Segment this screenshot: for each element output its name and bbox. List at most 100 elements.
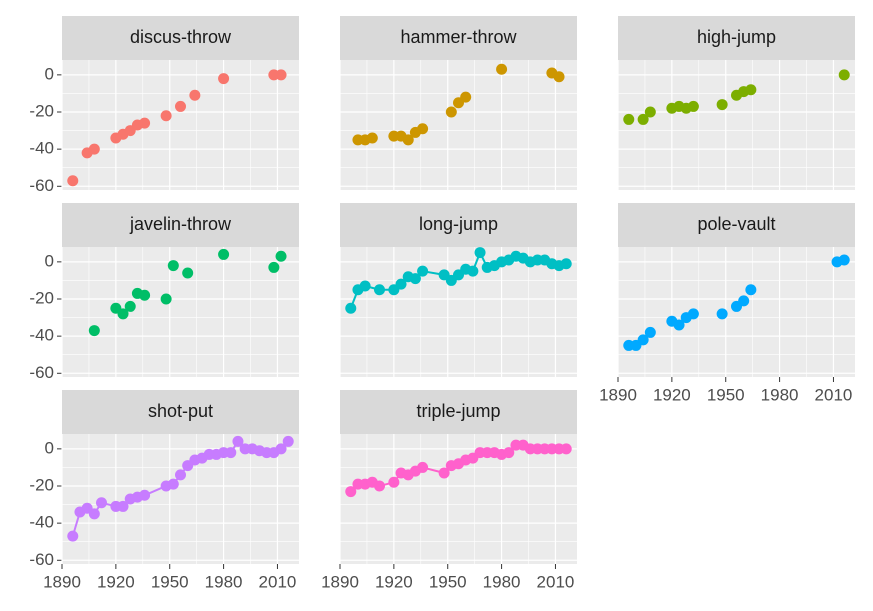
strip [62, 203, 299, 247]
point [474, 247, 486, 259]
point [275, 443, 287, 455]
point [225, 447, 237, 459]
facet-title: shot-put [148, 401, 213, 421]
point [388, 476, 400, 488]
point [687, 100, 699, 112]
point [623, 113, 635, 125]
x-tick-label: 1920 [97, 572, 135, 591]
point [232, 435, 244, 447]
point [88, 143, 100, 155]
point [139, 489, 151, 501]
point [366, 132, 378, 144]
point [88, 325, 100, 337]
strip [618, 16, 855, 60]
point [374, 284, 385, 296]
point [96, 497, 107, 509]
point [438, 467, 450, 479]
point [218, 73, 230, 85]
point [553, 71, 565, 83]
point [124, 300, 136, 312]
x-tick-label: 1920 [653, 385, 691, 404]
point [167, 478, 179, 490]
facet-title: javelin-throw [129, 214, 232, 234]
facet-title: pole-vault [697, 214, 775, 234]
point [175, 469, 186, 481]
point [175, 100, 186, 112]
point [275, 69, 287, 81]
point [417, 461, 429, 473]
facet-title: hammer-throw [400, 27, 517, 47]
y-tick-label: 0 [45, 251, 54, 270]
panel [62, 247, 299, 377]
point [460, 91, 472, 103]
y-tick-label: 0 [45, 64, 54, 83]
strip [62, 16, 299, 60]
x-tick-label: 2010 [259, 572, 297, 591]
point [560, 258, 572, 270]
point [716, 99, 728, 111]
panel [340, 434, 577, 564]
strip [340, 203, 577, 247]
point [687, 308, 699, 320]
point [160, 110, 172, 122]
point [167, 260, 179, 272]
point [673, 319, 685, 331]
x-tick-label: 1920 [375, 572, 413, 591]
point [345, 302, 357, 314]
x-tick-label: 1950 [151, 572, 189, 591]
facet-title: triple-jump [416, 401, 500, 421]
x-tick-label: 1980 [483, 572, 521, 591]
point [67, 530, 79, 542]
x-tick-label: 1890 [321, 572, 359, 591]
x-tick-label: 1950 [707, 385, 745, 404]
point [503, 447, 515, 459]
panel [340, 60, 577, 190]
facet-title: discus-throw [130, 27, 232, 47]
point [560, 443, 572, 455]
point [409, 273, 421, 285]
point [445, 106, 457, 118]
strip [340, 390, 577, 434]
x-tick-label: 1890 [43, 572, 81, 591]
panel [618, 247, 855, 377]
point [67, 175, 79, 187]
point [374, 480, 385, 492]
panel [62, 60, 299, 190]
point [716, 308, 728, 320]
x-tick-label: 1950 [429, 572, 467, 591]
y-tick-label: -40 [29, 513, 54, 532]
point [745, 284, 757, 296]
point [467, 265, 479, 277]
panel [618, 60, 855, 190]
point [189, 89, 201, 101]
point [745, 84, 757, 96]
x-tick-label: 2010 [815, 385, 853, 404]
strip [62, 390, 299, 434]
strip [340, 16, 577, 60]
facet-title: long-jump [419, 214, 498, 234]
point [637, 113, 649, 125]
point [417, 123, 429, 135]
point [402, 134, 414, 146]
point [139, 117, 151, 129]
facet-title: high-jump [697, 27, 776, 47]
y-tick-label: -40 [29, 326, 54, 345]
x-tick-label: 2010 [537, 572, 575, 591]
y-tick-label: -60 [29, 176, 54, 195]
panel [340, 247, 577, 377]
y-tick-label: -40 [29, 139, 54, 158]
point [182, 267, 194, 279]
y-tick-label: -60 [29, 550, 54, 569]
strip [618, 203, 855, 247]
point [218, 248, 230, 260]
point [275, 250, 287, 262]
y-tick-label: -60 [29, 363, 54, 382]
y-tick-label: 0 [45, 438, 54, 457]
x-tick-label: 1980 [205, 572, 243, 591]
y-tick-label: -20 [29, 101, 54, 120]
point [838, 69, 850, 81]
point [644, 106, 656, 118]
point [644, 326, 656, 338]
point [838, 254, 850, 266]
point [117, 308, 129, 320]
